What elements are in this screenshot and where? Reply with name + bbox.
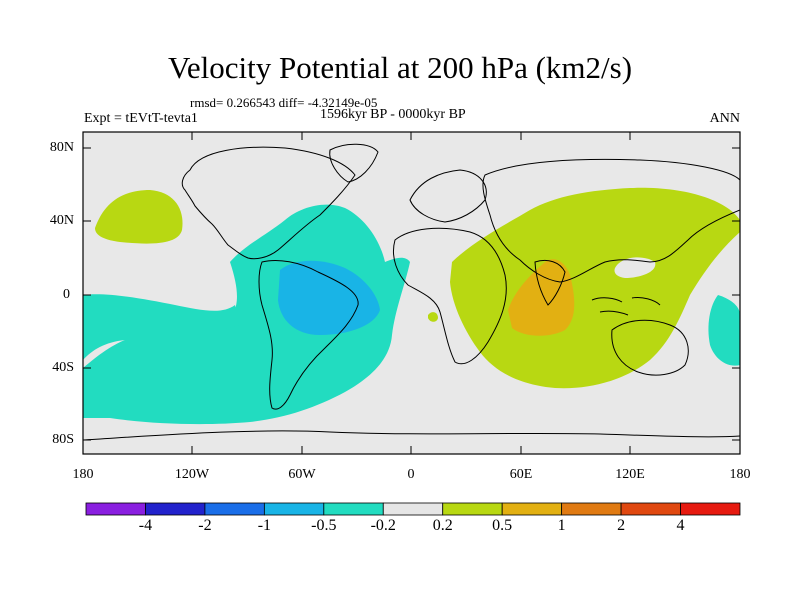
colorbar-label: 2 [617, 517, 626, 534]
colorbar-label: -2 [198, 517, 212, 534]
lat-label-80n: 80N [49, 140, 74, 155]
lat-label-0: 0 [63, 287, 70, 302]
contour-pos-atlantic-patch [428, 312, 438, 322]
coastlines [83, 143, 740, 441]
lon-label-180w: 180 [72, 467, 94, 482]
experiment-label: Expt = tEVtT-tevta1 [84, 111, 198, 126]
colorbar-box [145, 502, 206, 516]
axis-ticks [83, 132, 740, 454]
colorbar-label: 4 [676, 517, 685, 534]
colorbar-label: -1 [257, 517, 272, 534]
contour-neg-pacific [83, 294, 240, 360]
colorbar-box [561, 502, 622, 516]
lon-label-180e: 180 [729, 467, 751, 482]
colorbar-label: -0.2 [370, 517, 396, 534]
lat-label-40n: 40N [49, 213, 74, 228]
coast-north-america [181, 146, 356, 260]
colorbar-box [620, 502, 681, 516]
contour-neg-americas [83, 204, 410, 425]
colorbar-box [85, 502, 146, 516]
contour-pos-eurasia [450, 187, 740, 389]
colorbar-label: 0.5 [492, 517, 513, 534]
coast-greenland [329, 143, 379, 183]
season-label: ANN [709, 111, 740, 126]
colorbar-box [501, 502, 563, 516]
lon-label-120e: 120E [615, 467, 645, 482]
lat-label-80s: 80S [52, 432, 74, 447]
colorbar-box [382, 502, 444, 516]
contour-neg-east-pacific [708, 295, 740, 366]
contour-neutral-hole [614, 257, 656, 278]
period-text: 1596kyr BP - 0000kyr BP [320, 107, 466, 122]
colorbar-box [204, 502, 265, 516]
coast-antarctica [83, 430, 740, 441]
colorbar-label: -4 [138, 517, 153, 534]
colorbar-label: 1 [557, 517, 566, 534]
colorbar-label: 0.2 [432, 517, 453, 534]
colorbar-box [263, 502, 325, 516]
lat-label-40s: 40S [52, 360, 74, 375]
colorbar-label: -0.5 [311, 517, 337, 534]
chart-title: Velocity Potential at 200 hPa (km2/s) [167, 50, 633, 85]
colorbar [85, 502, 741, 516]
coast-australia [611, 319, 689, 376]
colorbar-box [442, 502, 503, 516]
stats-text: rmsd= 0.266543 diff= -4.32149e-05 [190, 95, 378, 110]
colorbar-box [323, 502, 384, 516]
coast-south-america [258, 259, 359, 410]
coast-indonesia [591, 297, 661, 316]
coast-asia [482, 158, 740, 283]
lon-label-60w: 60W [288, 467, 316, 482]
contour-pos-strong-indian [508, 259, 575, 336]
lon-label-60e: 60E [509, 467, 533, 482]
contour-neg-strong [278, 260, 380, 335]
coast-india [534, 259, 566, 306]
contour-pos-north-pacific [95, 190, 183, 244]
lon-label-120w: 120W [174, 467, 210, 482]
lon-label-0: 0 [407, 467, 415, 482]
coast-africa [393, 227, 507, 365]
colorbar-box [680, 502, 741, 516]
